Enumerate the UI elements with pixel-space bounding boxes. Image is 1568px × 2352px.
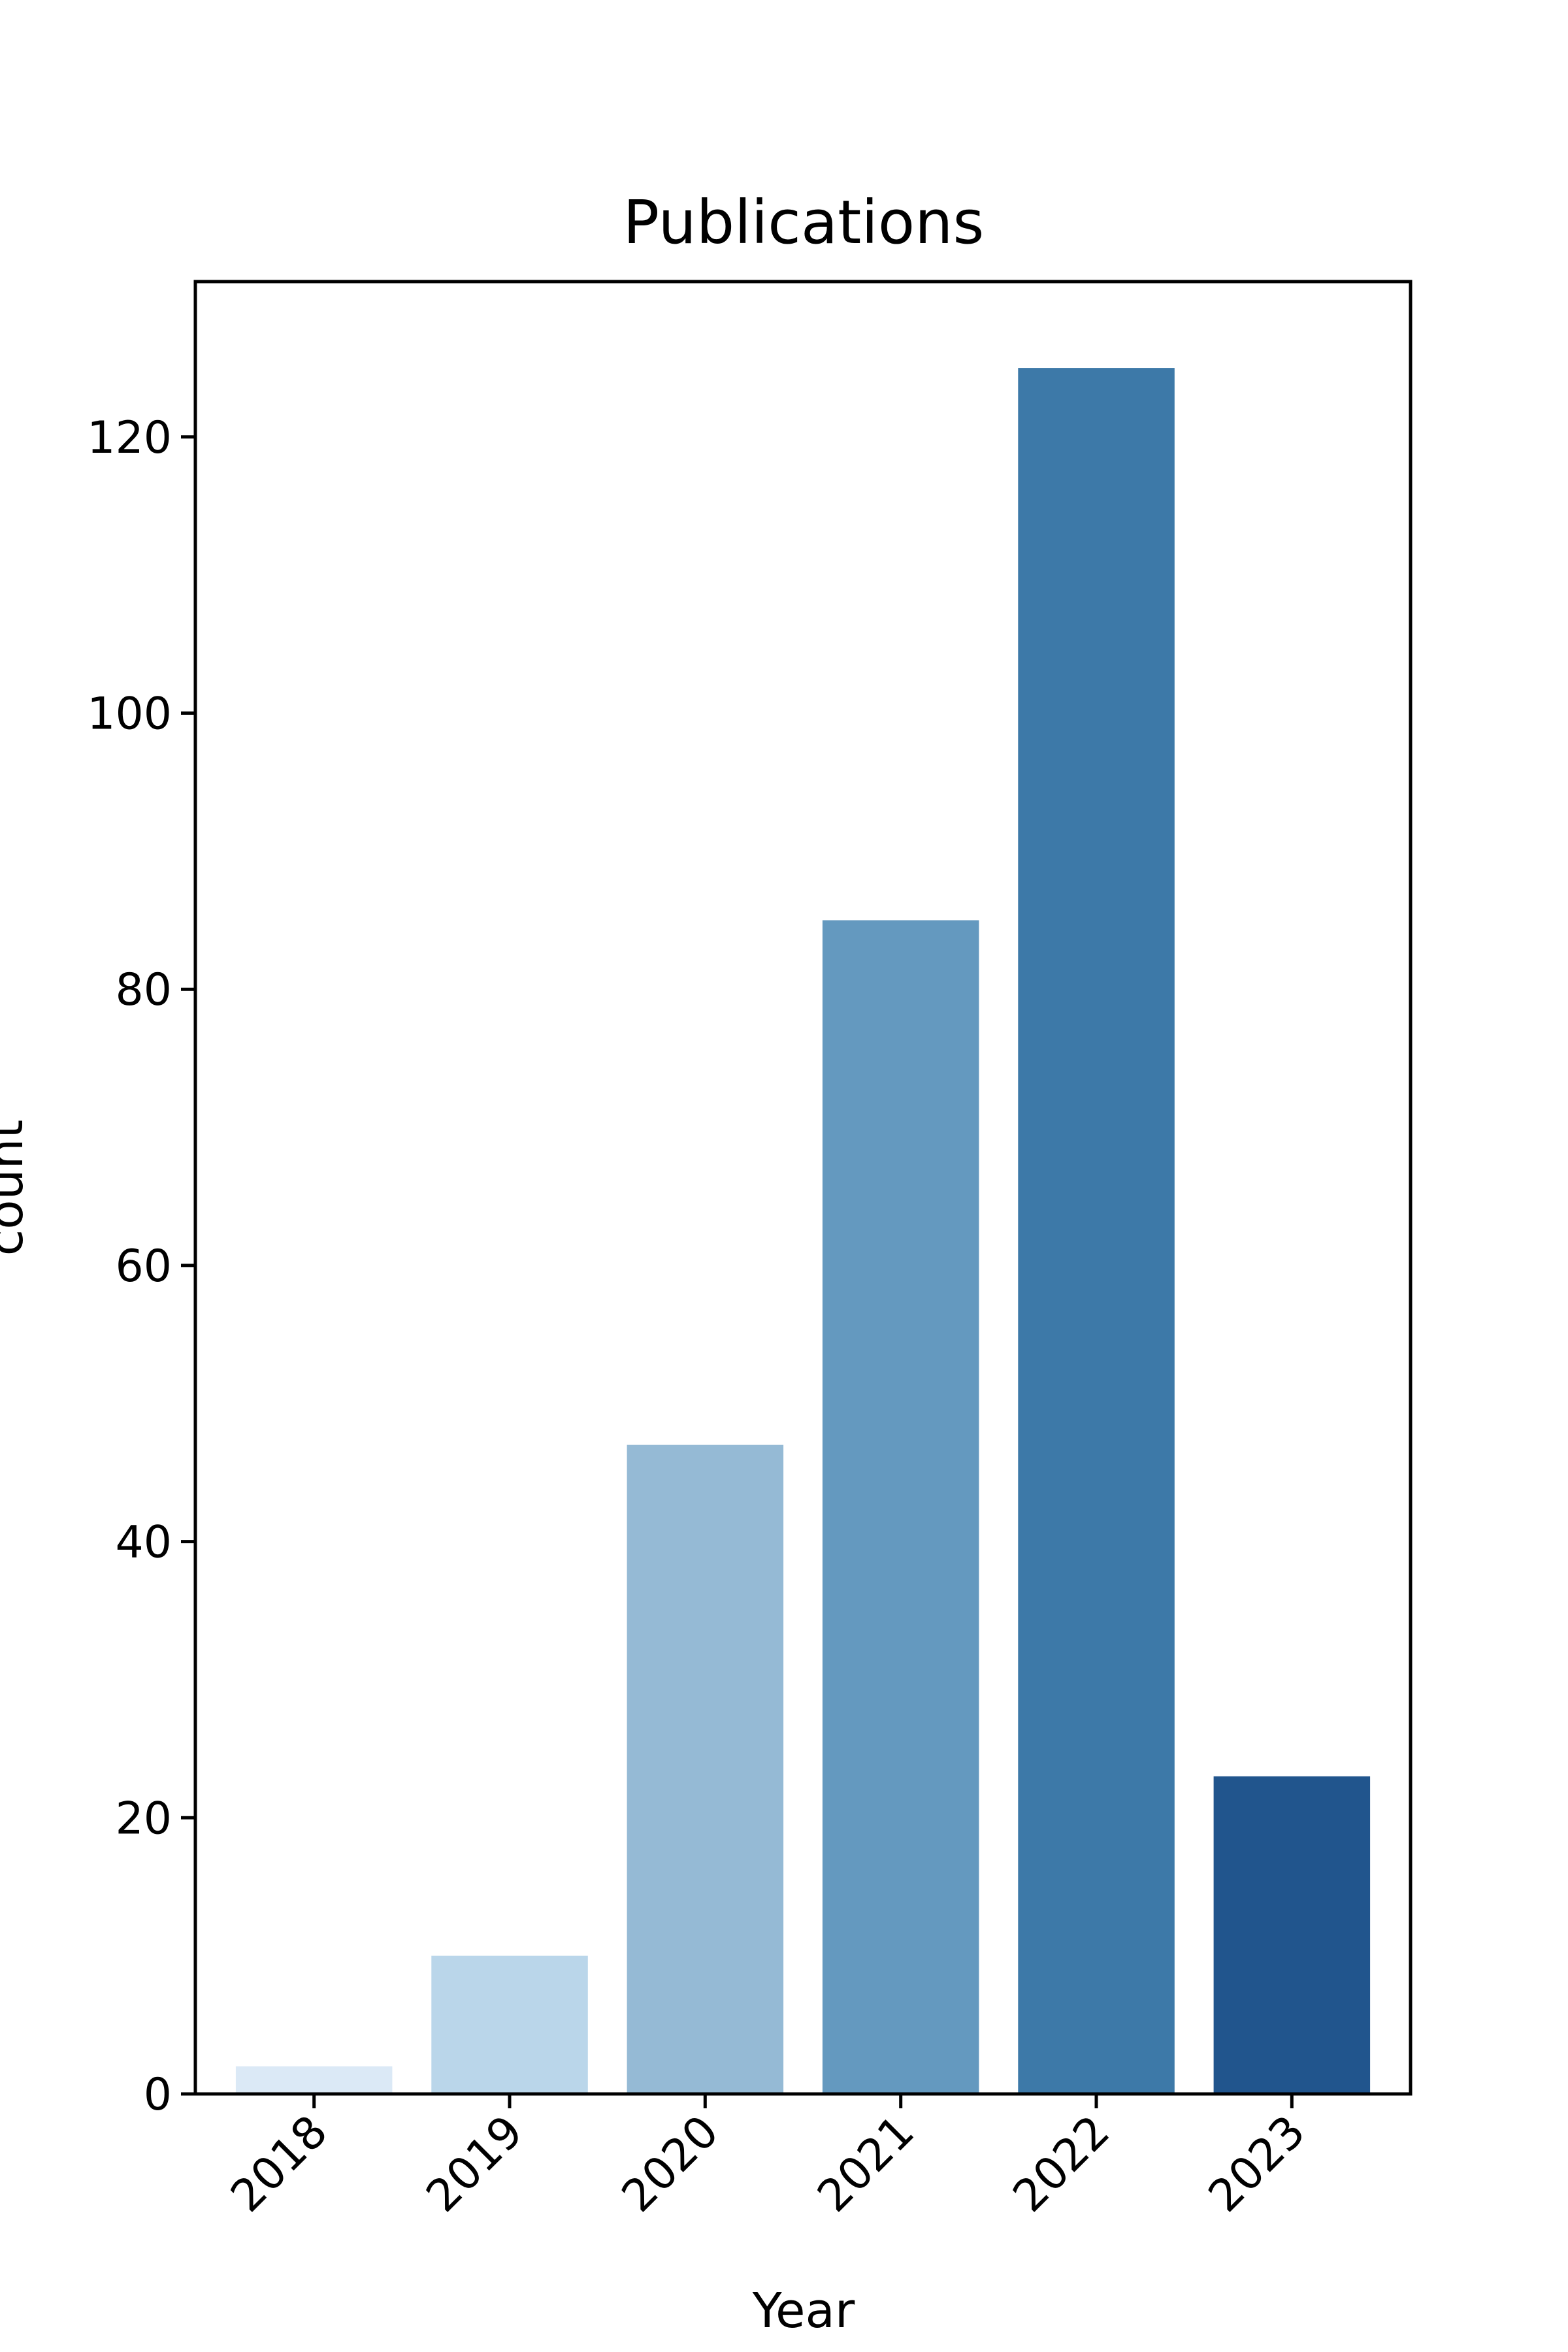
y-tick-label-100: 100 bbox=[87, 689, 172, 740]
y-axis-ticks: 0 20 40 60 80 100 120 bbox=[87, 412, 195, 2121]
y-tick-label-120: 120 bbox=[87, 412, 172, 464]
bar-2020 bbox=[627, 1445, 784, 2094]
y-tick-label-60: 60 bbox=[115, 1241, 172, 1292]
bar-2019 bbox=[431, 1955, 588, 2094]
bar-2018 bbox=[235, 2066, 393, 2094]
x-axis-title: Year bbox=[752, 2283, 855, 2339]
y-tick-label-40: 40 bbox=[115, 1517, 172, 1569]
bar-2021 bbox=[822, 920, 979, 2094]
y-axis-title: count bbox=[0, 1120, 34, 1256]
y-tick-label-20: 20 bbox=[115, 1793, 172, 1844]
plot-frame bbox=[193, 280, 1413, 2096]
bars-group bbox=[235, 368, 1371, 2094]
y-tick-label-0: 0 bbox=[144, 2069, 172, 2121]
bar-2023 bbox=[1213, 1776, 1371, 2094]
bar-2022 bbox=[1018, 368, 1175, 2094]
y-tick-label-80: 80 bbox=[115, 964, 172, 1016]
chart-title: Publications bbox=[623, 188, 985, 257]
